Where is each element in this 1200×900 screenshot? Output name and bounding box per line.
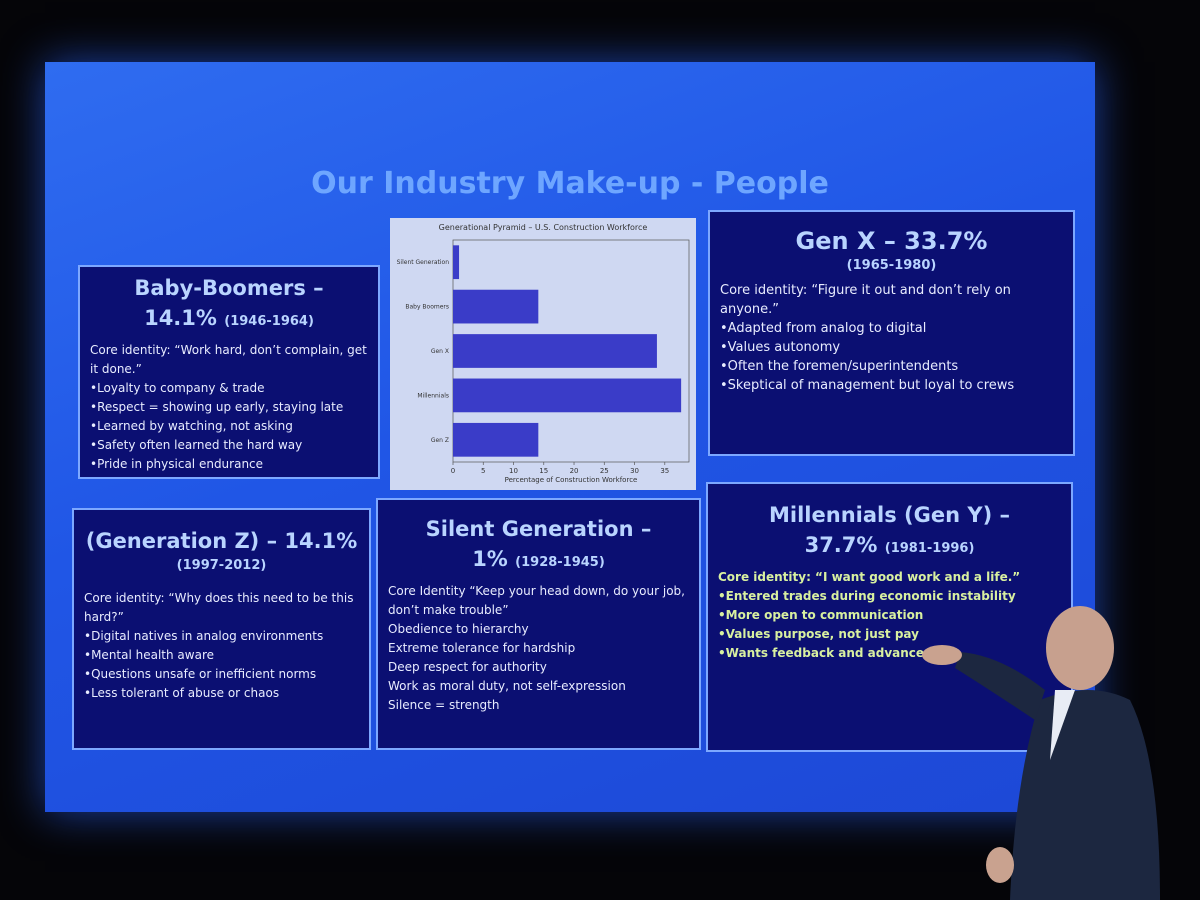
bullet: •Safety often learned the hard way (90, 438, 303, 452)
chart-title: Generational Pyramid – U.S. Construction… (439, 223, 648, 232)
x-tick-label: 10 (509, 467, 518, 475)
bullet: Silence = strength (388, 698, 500, 712)
y-tick-label: Baby Boomers (405, 304, 449, 311)
bullet: •Learned by watching, not asking (90, 419, 293, 433)
bullet-list: •Digital natives in analog environments •… (84, 627, 359, 703)
x-tick-label: 5 (481, 467, 485, 475)
chart: Generational Pyramid – U.S. Construction… (397, 223, 690, 484)
bullet-list: •Entered trades during economic instabil… (718, 587, 1061, 663)
bullet-list: •Loyalty to company & trade •Respect = sh… (90, 379, 368, 474)
box-heading: 14.1% (1946-1964) (90, 303, 368, 337)
x-tick-label: 30 (630, 467, 639, 475)
bullet: •Skeptical of management but loyal to cr… (720, 378, 1015, 393)
years: (1997-2012) (176, 558, 267, 573)
bullet: •Adapted from analog to digital (720, 321, 927, 336)
bullet: •Loyalty to company & trade (90, 381, 265, 395)
years: (1946-1964) (224, 314, 314, 329)
presenter-arm (955, 652, 1045, 720)
box-boomers: Baby-Boomers – 14.1% (1946-1964) Core id… (78, 265, 380, 479)
heading-text: 37.7% (804, 533, 878, 557)
bullet: •Values purpose, not just pay (718, 627, 919, 641)
bullet: •Mental health aware (84, 648, 215, 662)
box-silent: Silent Generation – 1% (1928-1945) Core … (376, 498, 701, 750)
core-identity: Core identity: “Work hard, don’t complai… (90, 343, 367, 376)
presenter-shirt (1050, 690, 1075, 760)
slide: Our Industry Make-up - People Baby-Boome… (45, 62, 1095, 812)
bullet: Deep respect for authority (388, 660, 547, 674)
bullet: •Questions unsafe or inefficient norms (84, 667, 317, 681)
bullet: •Often the foremen/superintendents (720, 359, 959, 374)
presenter-hand (986, 847, 1014, 883)
x-tick-label: 15 (539, 467, 548, 475)
box-heading: 37.7% (1981-1996) (718, 530, 1061, 564)
years: (1981-1996) (884, 541, 975, 556)
heading-text: 14.1% (144, 306, 217, 330)
x-tick-label: 0 (451, 467, 455, 475)
x-tick-label: 25 (600, 467, 609, 475)
x-tick-label: 20 (570, 467, 579, 475)
bullet: •Pride in physical endurance (90, 457, 264, 471)
bar (453, 245, 460, 280)
bullet: •Digital natives in analog environments (84, 629, 324, 643)
bullet-list: •Adapted from analog to digital •Values a… (720, 319, 1063, 395)
bullet: Work as moral duty, not self-expression (388, 679, 626, 693)
y-tick-label: Gen Z (431, 437, 449, 444)
bullet-list: Obedience to hierarchy Extreme tolerance … (388, 620, 689, 715)
box-heading: Millennials (Gen Y) – (769, 503, 1010, 527)
chart-panel: Generational Pyramid – U.S. Construction… (390, 218, 696, 490)
x-axis-label: Percentage of Construction Workforce (505, 476, 638, 484)
core-identity: Core identity: “Figure it out and don’t … (720, 283, 1011, 317)
bullet: •Wants feedback and advancement (718, 646, 959, 660)
bullet: Extreme tolerance for hardship (388, 641, 576, 655)
bullet: •More open to communication (718, 608, 924, 622)
years: (1928-1945) (515, 555, 605, 570)
box-heading: 1% (1928-1945) (388, 544, 689, 578)
presenter-hand (922, 645, 962, 665)
presenter-suit (1010, 690, 1160, 900)
x-tick-label: 35 (660, 467, 669, 475)
y-tick-label: Millennials (417, 392, 449, 399)
bar (453, 378, 682, 413)
bullet: •Less tolerant of abuse or chaos (84, 686, 280, 700)
core-identity: Core identity: “I want good work and a l… (718, 570, 1021, 584)
box-heading: Gen X – 33.7% (795, 227, 988, 255)
heading-text: 1% (472, 547, 508, 571)
years: (1965-1980) (846, 258, 937, 273)
bullet: •Values autonomy (720, 340, 841, 355)
core-identity: Core Identity “Keep your head down, do y… (388, 584, 685, 617)
slide-title: Our Industry Make-up - People (311, 166, 829, 201)
bar (453, 289, 539, 324)
box-heading: Baby-Boomers – (134, 276, 324, 300)
box-heading: (Generation Z) – 14.1% (85, 529, 358, 553)
bar (453, 334, 657, 368)
box-heading: Silent Generation – (425, 517, 652, 541)
bar (453, 422, 539, 457)
box-genx: Gen X – 33.7% (1965-1980) Core identity:… (708, 210, 1075, 456)
bullet: Obedience to hierarchy (388, 622, 529, 636)
bullet: •Respect = showing up early, staying lat… (90, 400, 344, 414)
presenter-head (1046, 606, 1114, 690)
bullet: •Entered trades during economic instabil… (718, 589, 1016, 603)
y-tick-label: Silent Generation (397, 259, 450, 266)
y-tick-label: Gen X (431, 348, 449, 355)
core-identity: Core identity: “Why does this need to be… (84, 591, 354, 624)
box-genz: (Generation Z) – 14.1% (1997-2012) Core … (72, 508, 371, 750)
